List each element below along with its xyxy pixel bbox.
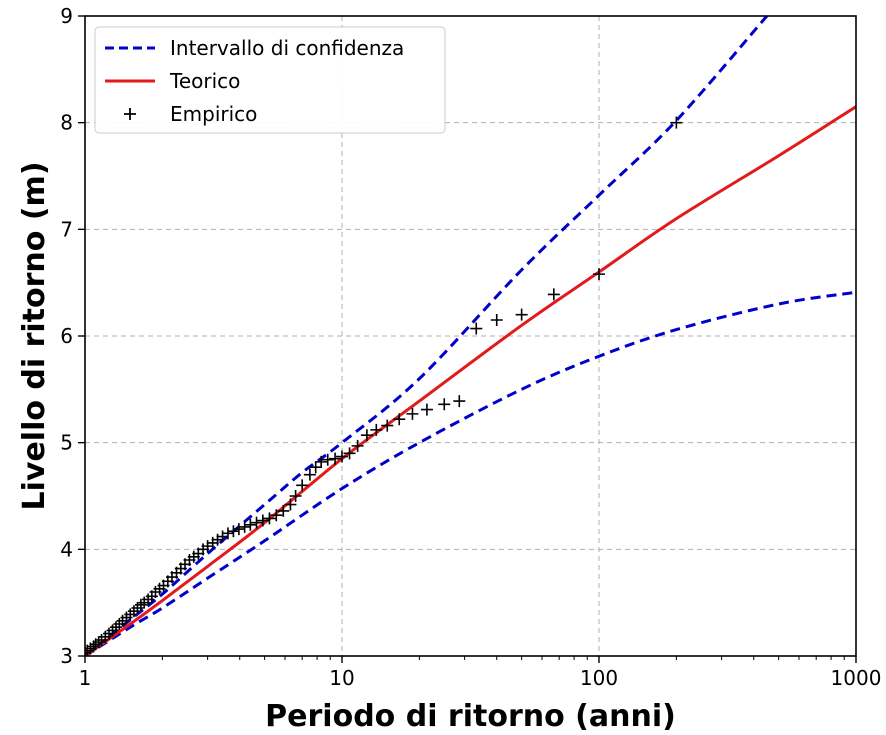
empirical-point (216, 530, 229, 543)
empirical-point (406, 407, 419, 420)
x-tick-label: 100 (580, 666, 618, 690)
axis-ticks: 1 10 100 1000 3 4 5 6 7 8 9 (60, 4, 881, 690)
y-tick-label: 4 (60, 537, 73, 561)
empirical-point (85, 646, 91, 656)
y-axis-title: Livello di ritorno (m) (17, 161, 52, 510)
empirical-point (490, 314, 503, 326)
empirical-point (593, 268, 605, 281)
x-axis-title: Periodo di ritorno (anni) (265, 699, 676, 734)
y-tick-label: 9 (60, 4, 73, 28)
empirical-point (309, 461, 322, 474)
y-tick-label: 6 (60, 324, 73, 348)
empirical-point (515, 308, 528, 321)
x-tick-label: 1000 (831, 666, 882, 690)
empirical-point (92, 636, 105, 649)
empirical-point (343, 447, 356, 460)
empirical-point (284, 498, 297, 511)
legend-plus-marker (124, 108, 136, 120)
empirical-series (85, 116, 683, 656)
y-tick-label: 8 (60, 111, 73, 135)
empirical-point (232, 523, 245, 536)
empirical-point (244, 518, 257, 531)
empirical-point (289, 490, 302, 502)
empirical-point (256, 514, 269, 527)
empirical-point (250, 516, 263, 529)
empirical-point (303, 468, 316, 481)
empirical-point (438, 398, 451, 411)
empirical-point (296, 479, 309, 492)
empirical-point (315, 455, 328, 468)
x-tick-label: 10 (329, 666, 354, 690)
empirical-point (670, 116, 683, 129)
empirical-point (206, 536, 219, 549)
y-tick-label: 3 (60, 644, 73, 668)
empirical-point (393, 413, 406, 426)
empirical-point (321, 453, 334, 466)
empirical-point (329, 452, 342, 465)
empirical-point (351, 439, 364, 452)
empirical-point (453, 395, 466, 408)
empirical-point (227, 525, 240, 538)
confidence-lower-line (85, 290, 856, 656)
theoretical-line (85, 105, 856, 656)
y-tick-label: 7 (60, 217, 73, 241)
empirical-point (336, 450, 348, 463)
legend: Intervallo di confidenza Teorico Empiric… (94, 26, 446, 134)
empirical-point (370, 423, 383, 436)
legend-label-empirical: Empirico (170, 102, 257, 126)
y-tick-label: 5 (60, 431, 73, 455)
empirical-point (360, 429, 373, 442)
empirical-point (263, 512, 276, 525)
empirical-point (277, 504, 290, 517)
plot-area (85, 16, 856, 656)
empirical-point (381, 419, 394, 432)
empirical-point (238, 520, 251, 533)
x-tick-label: 1 (79, 666, 92, 690)
empirical-point (211, 533, 224, 546)
empirical-point (270, 509, 283, 522)
empirical-point (470, 322, 483, 335)
legend-swatch-empirical (124, 108, 136, 120)
empirical-point (221, 527, 234, 540)
legend-box (94, 26, 446, 134)
legend-label-confidence: Intervallo di confidenza (170, 36, 404, 60)
empirical-point (547, 288, 560, 301)
empirical-point (420, 403, 433, 416)
empirical-point (201, 540, 214, 553)
confidence-upper-line (85, 16, 769, 656)
legend-label-theoretical: Teorico (169, 69, 240, 93)
